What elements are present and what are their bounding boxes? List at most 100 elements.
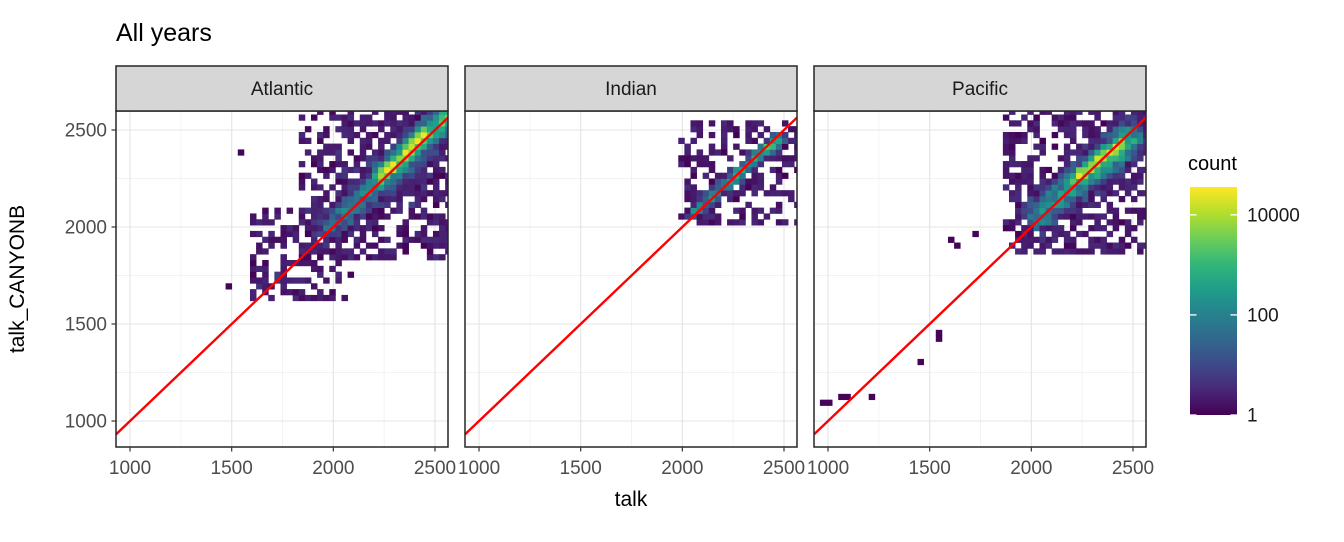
bin2d-cell xyxy=(1015,248,1022,255)
bin2d-cell xyxy=(781,155,789,162)
bin2d-cell xyxy=(781,219,789,226)
bin2d-cell xyxy=(751,219,758,226)
bin2d-cell xyxy=(341,254,348,261)
bin2d-cell xyxy=(304,254,312,261)
bin2d-cell xyxy=(335,178,342,185)
bin2d-cell xyxy=(1063,161,1071,168)
bin2d-cell xyxy=(378,248,385,255)
bin2d-cell xyxy=(1015,120,1022,127)
bin2d-cell xyxy=(298,131,306,139)
bin2d-cell xyxy=(408,166,416,174)
bin2d-cell xyxy=(359,114,367,121)
bin2d-cell xyxy=(323,195,330,203)
bin2d-cell xyxy=(280,289,287,296)
bin2d-cell xyxy=(1118,172,1126,179)
bin2d-cell xyxy=(341,166,348,174)
bin2d-cell xyxy=(1118,242,1126,249)
bin2d-cell xyxy=(310,219,318,226)
bin2d-cell xyxy=(262,265,269,273)
bin2d-cell xyxy=(439,126,446,133)
bin2d-cell xyxy=(262,259,269,267)
bin2d-cell xyxy=(317,195,324,203)
bin2d-cell xyxy=(335,242,342,249)
bin2d-cell xyxy=(751,149,758,156)
bin2d-cell xyxy=(432,114,440,121)
bin2d-cell xyxy=(788,195,795,203)
bin2d-cell xyxy=(1088,178,1095,185)
bin2d-cell xyxy=(310,195,318,203)
bin2d-cell xyxy=(1106,137,1114,144)
bin2d-cell xyxy=(378,190,385,197)
bin2d-cell xyxy=(1027,184,1034,191)
bin2d-cell xyxy=(426,111,434,115)
bin2d-cell xyxy=(432,111,440,115)
bin2d-cell xyxy=(769,207,777,214)
bin2d-cell xyxy=(1082,248,1089,255)
bin2d-cell xyxy=(775,137,783,144)
bin2d-cell xyxy=(298,213,306,220)
bin2d-cell xyxy=(329,213,336,220)
bin2d-cell xyxy=(720,190,728,197)
legend-title: count xyxy=(1188,153,1237,175)
bin2d-cell xyxy=(396,242,403,249)
bin2d-cell xyxy=(347,225,355,232)
bin2d-cell xyxy=(353,184,361,191)
bin2d-cell xyxy=(1124,242,1132,249)
bin2d-cell xyxy=(390,248,397,255)
bin2d-cell xyxy=(702,207,710,214)
bin2d-cell xyxy=(414,114,422,121)
bin2d-cell xyxy=(420,166,428,174)
bin2d-cell xyxy=(1008,178,1016,185)
bin2d-cell xyxy=(696,149,704,156)
bin2d-cell xyxy=(1076,111,1083,115)
bin2d-cell xyxy=(280,277,287,284)
bin2d-cell xyxy=(384,254,391,261)
bin2d-cell xyxy=(1045,166,1053,174)
bin2d-cell xyxy=(708,213,716,220)
bin2d-cell xyxy=(1033,207,1040,214)
bin2d-cell xyxy=(1008,161,1016,168)
bin2d-cell xyxy=(420,190,428,197)
bin2d-cell xyxy=(426,242,434,249)
bin2d-cell xyxy=(408,155,416,162)
bin2d-cell xyxy=(341,201,348,209)
bin2d-cell xyxy=(1063,120,1071,127)
bin2d-cell xyxy=(1137,166,1144,174)
bin2d-cell xyxy=(341,126,348,133)
bin2d-cell xyxy=(757,219,765,226)
bin2d-cell xyxy=(1143,143,1146,150)
bin2d-cell xyxy=(1027,190,1034,197)
bin2d-cell xyxy=(256,219,263,226)
bin2d-cell xyxy=(794,219,797,226)
bin2d-cell xyxy=(1130,120,1138,127)
bin2d-cell xyxy=(432,137,440,144)
bin2d-cell xyxy=(432,166,440,174)
bin2d-cell xyxy=(298,114,306,121)
bin2d-cell xyxy=(1082,126,1089,133)
bin2d-cell xyxy=(751,172,758,179)
bin2d-cell xyxy=(341,236,348,243)
bin2d-cell xyxy=(323,294,330,302)
bin2d-cell xyxy=(280,259,287,267)
bin2d-cell xyxy=(347,190,355,197)
bin2d-cell xyxy=(1076,184,1083,191)
bin2d-cell xyxy=(262,277,269,284)
bin2d-cell xyxy=(353,190,361,197)
bin2d-cell xyxy=(1124,207,1132,214)
bin2d-cell xyxy=(1008,195,1016,203)
bin2d-cell xyxy=(408,172,416,179)
bin2d-cell xyxy=(402,219,409,226)
bin2d-cell xyxy=(1143,120,1146,127)
bin2d-cell xyxy=(396,195,403,203)
bin2d-cell xyxy=(1124,230,1132,238)
bin2d-cell xyxy=(256,242,263,249)
bin2d-cell xyxy=(1137,178,1144,185)
bin2d-cell xyxy=(1057,213,1065,220)
bin2d-cell xyxy=(690,207,697,214)
bin2d-cell xyxy=(359,137,367,144)
bin2d-cell xyxy=(445,242,448,249)
bin2d-cell xyxy=(794,137,797,144)
bin2d-cell xyxy=(757,172,765,179)
bin2d-cell xyxy=(935,335,943,342)
bin2d-cell xyxy=(684,155,691,162)
